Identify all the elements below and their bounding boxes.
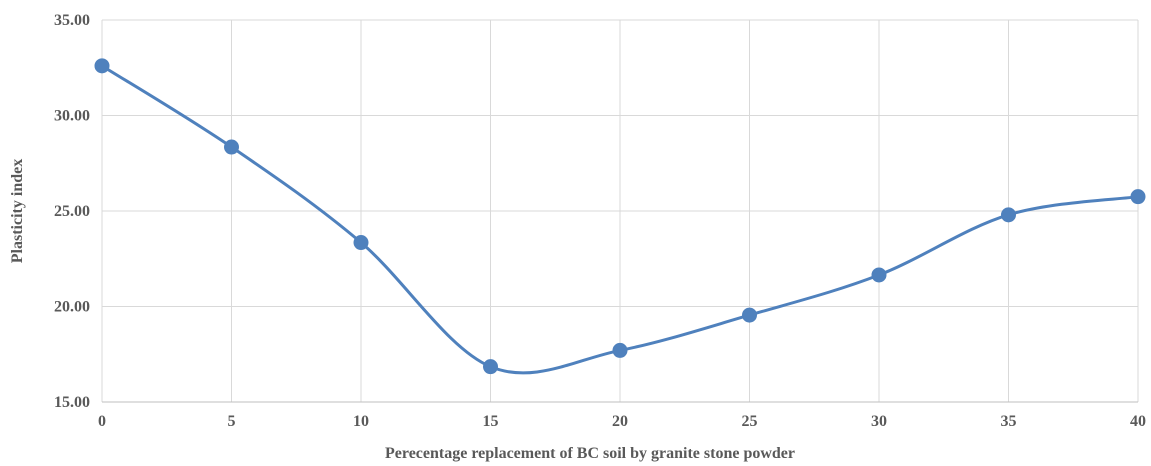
data-point — [224, 139, 239, 155]
x-tick-label: 30 — [871, 413, 887, 430]
y-tick-label: 25.00 — [54, 203, 90, 220]
x-tick-label: 25 — [742, 413, 758, 430]
data-point — [871, 267, 887, 283]
y-tick-label: 15.00 — [54, 394, 90, 411]
gridlines — [101, 19, 1139, 402]
x-tick-label: 20 — [612, 413, 628, 430]
data-point — [612, 342, 628, 358]
y-tick-label: 20.00 — [54, 299, 90, 316]
x-tick-label: 0 — [98, 413, 106, 430]
data-point — [1001, 207, 1016, 223]
tick-labels: 15.00 20.00 25.00 30.00 35.00 0 5 10 15 20 25 30 35 4… — [54, 12, 1146, 430]
y-tick-label: 30.00 — [54, 108, 90, 125]
data-point — [353, 235, 369, 251]
data-point — [483, 359, 498, 375]
data-point — [742, 307, 757, 323]
x-axis-title: Perecentage replacement of BC soil by gr… — [385, 445, 795, 462]
data-point — [94, 58, 110, 74]
data-point — [1130, 189, 1146, 205]
x-tick-label: 5 — [228, 413, 236, 430]
y-tick-label: 35.00 — [54, 12, 90, 29]
x-tick-label: 40 — [1130, 413, 1146, 430]
y-axis-title: Plasticity index — [9, 159, 26, 263]
x-tick-label: 10 — [353, 413, 369, 430]
series-layer — [94, 58, 1146, 375]
x-tick-label: 35 — [1001, 413, 1017, 430]
x-tick-label: 15 — [483, 413, 499, 430]
